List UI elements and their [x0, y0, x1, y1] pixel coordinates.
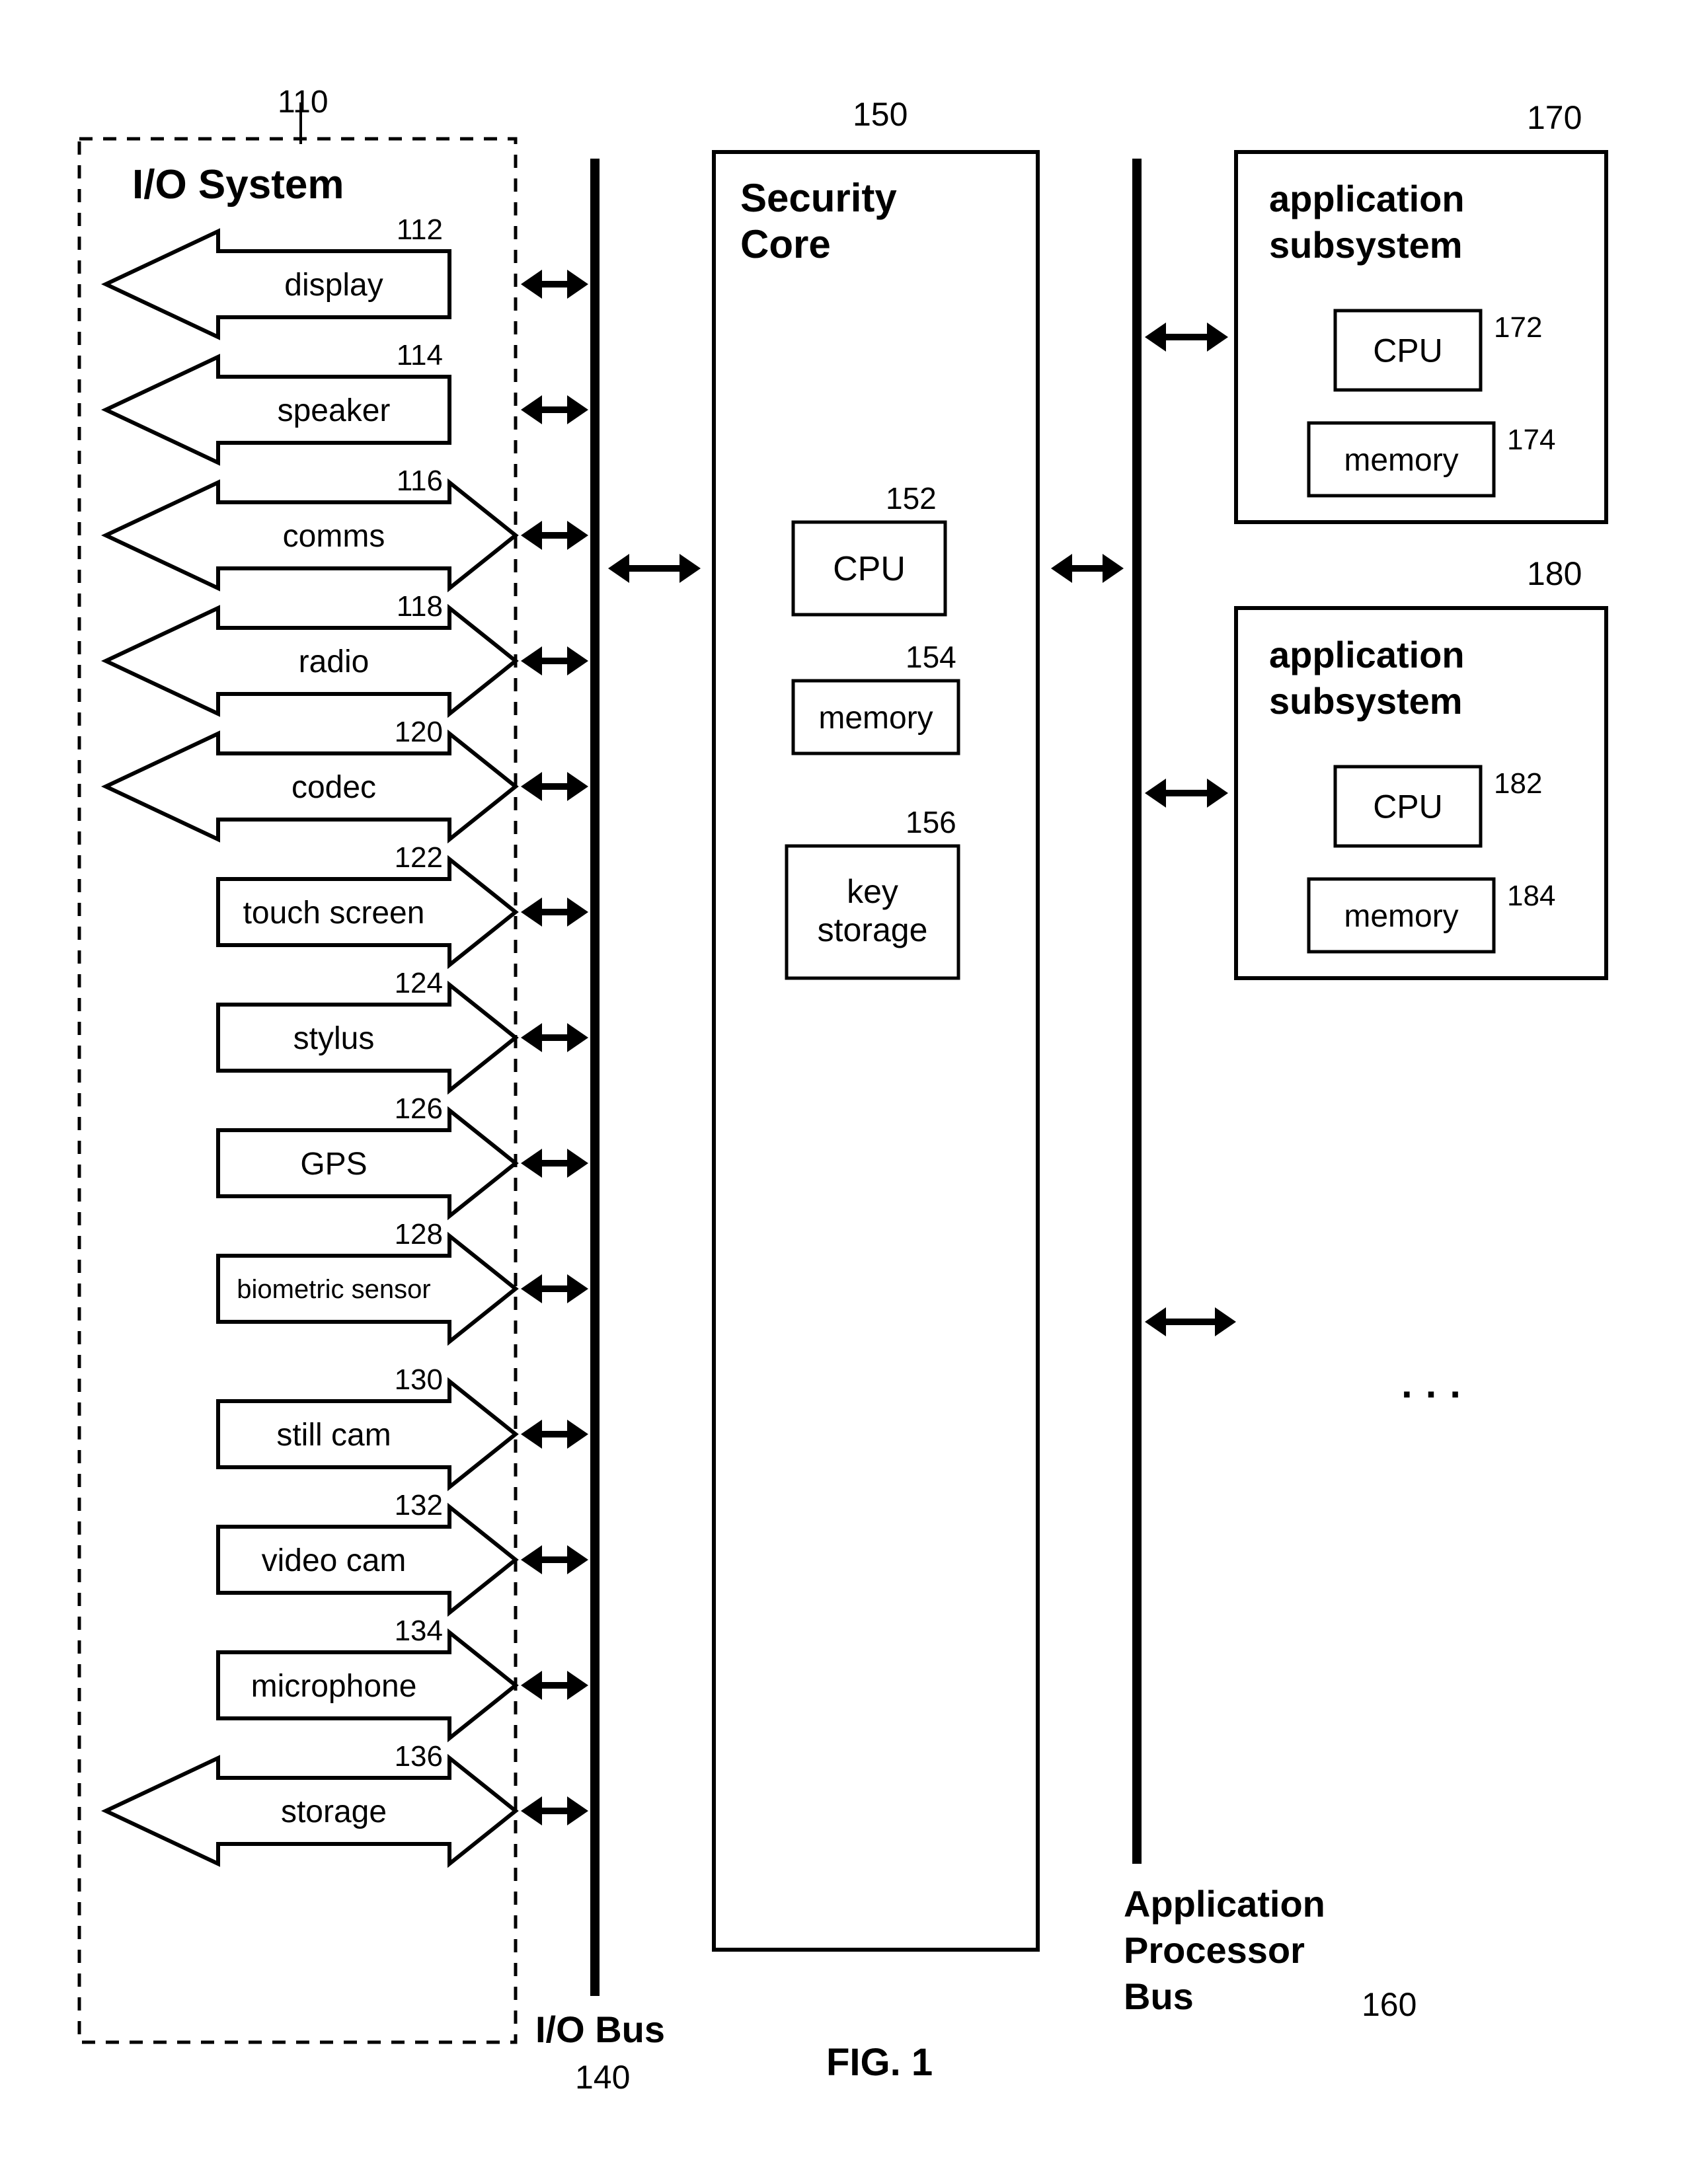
arrowhead-right — [567, 1796, 588, 1825]
sc-block-label: storage — [818, 911, 928, 948]
device-ref: 124 — [395, 967, 443, 999]
arrowhead-right — [567, 1420, 588, 1449]
sc-block-label: memory — [818, 701, 933, 736]
app-block-label: CPU — [1373, 788, 1443, 825]
device-label: touch screen — [243, 896, 425, 931]
device-ref: 112 — [397, 213, 443, 246]
app-subsystem-title: subsystem — [1269, 680, 1463, 722]
sc-block-label: CPU — [833, 550, 906, 588]
arrowhead-left — [521, 1149, 542, 1178]
arrowhead-left — [521, 646, 542, 675]
arrowhead-left — [1145, 1307, 1166, 1336]
arrowhead-right — [1103, 554, 1124, 583]
arrowhead-right — [567, 1671, 588, 1700]
arrowhead-right — [679, 554, 701, 583]
device-ref: 128 — [395, 1218, 443, 1250]
arrowhead-right — [1207, 779, 1228, 808]
figure-label: FIG. 1 — [826, 2041, 933, 2084]
app-block-ref: 172 — [1494, 311, 1542, 344]
device-ref: 120 — [395, 716, 443, 748]
app-bus-label: Application — [1124, 1883, 1325, 1925]
app-subsystem-title: subsystem — [1269, 224, 1463, 266]
app-block-label: memory — [1344, 443, 1458, 478]
arrowhead-right — [567, 521, 588, 550]
app-block-ref: 174 — [1507, 424, 1555, 456]
arrowhead-left — [1145, 323, 1166, 352]
device-ref: 136 — [395, 1740, 443, 1773]
device-label: display — [284, 268, 383, 303]
device-label: still cam — [276, 1418, 391, 1453]
device-ref: 116 — [397, 465, 443, 497]
device-label: speaker — [278, 393, 391, 428]
device-label: comms — [283, 519, 385, 554]
arrowhead-left — [521, 395, 542, 424]
arrowhead-left — [521, 1023, 542, 1052]
arrowhead-left — [1051, 554, 1072, 583]
arrowhead-left — [521, 1545, 542, 1574]
device-label: microphone — [251, 1669, 417, 1704]
arrowhead-right — [567, 646, 588, 675]
arrowhead-right — [567, 1545, 588, 1574]
io-bus-ref: 140 — [575, 2059, 630, 2096]
app-block-ref: 182 — [1494, 767, 1542, 800]
arrowhead-left — [521, 1796, 542, 1825]
device-label: codec — [291, 770, 376, 805]
arrowhead-left — [521, 1420, 542, 1449]
arrowhead-right — [567, 772, 588, 801]
security-core-title: Security — [740, 176, 897, 220]
device-ref: 114 — [397, 339, 443, 371]
sc-block-ref: 152 — [886, 481, 937, 516]
security-core-title: Core — [740, 222, 831, 266]
app-block-label: memory — [1344, 899, 1458, 934]
app-subsystem-title: application — [1269, 634, 1465, 675]
security-core-box — [714, 152, 1038, 1950]
arrowhead-left — [1145, 779, 1166, 808]
arrowhead-left — [521, 1671, 542, 1700]
arrowhead-right — [567, 1023, 588, 1052]
app-block-label: CPU — [1373, 332, 1443, 369]
arrowhead-left — [521, 1274, 542, 1303]
device-label: GPS — [300, 1147, 367, 1182]
io-system-ref: 110 — [278, 85, 329, 120]
device-label: radio — [299, 644, 369, 679]
device-ref: 130 — [395, 1363, 443, 1396]
app-subsystem-title: application — [1269, 178, 1465, 219]
device-label: video cam — [262, 1543, 407, 1578]
arrowhead-left — [521, 270, 542, 299]
app-subsystem-ref: 170 — [1527, 99, 1582, 136]
app-bus-label: Processor — [1124, 1929, 1305, 1971]
app-ellipsis: · · · — [1401, 1372, 1463, 1416]
device-label: biometric sensor — [237, 1275, 430, 1304]
diagram-canvas: I/O System 110 display 112 speaker114 comms 11… — [0, 0, 1708, 2183]
arrowhead-right — [567, 270, 588, 299]
device-ref: 126 — [395, 1092, 443, 1125]
app-bus-label: Bus — [1124, 1975, 1194, 2017]
app-block-ref: 184 — [1507, 880, 1555, 912]
device-label: storage — [281, 1794, 387, 1829]
sc-block-ref: 156 — [906, 805, 956, 839]
device-ref: 118 — [397, 590, 443, 623]
arrowhead-right — [567, 1274, 588, 1303]
device-ref: 132 — [395, 1489, 443, 1521]
sc-block-ref: 154 — [906, 640, 956, 674]
sc-block-label: key — [847, 873, 898, 910]
security-core-ref: 150 — [853, 96, 908, 133]
arrowhead-left — [521, 521, 542, 550]
arrowhead-right — [1207, 323, 1228, 352]
device-ref: 134 — [395, 1615, 443, 1647]
app-subsystem-ref: 180 — [1527, 555, 1582, 592]
device-label: stylus — [293, 1021, 375, 1056]
arrowhead-right — [567, 1149, 588, 1178]
arrowhead-left — [521, 898, 542, 927]
arrowhead-right — [1215, 1307, 1236, 1336]
device-ref: 122 — [395, 841, 443, 874]
app-bus-ref: 160 — [1362, 1986, 1417, 2023]
arrowhead-left — [608, 554, 629, 583]
arrowhead-left — [521, 772, 542, 801]
io-bus-label: I/O Bus — [535, 2009, 665, 2050]
arrowhead-right — [567, 898, 588, 927]
device-display — [106, 231, 449, 337]
io-system-title: I/O System — [132, 162, 344, 208]
arrowhead-right — [567, 395, 588, 424]
